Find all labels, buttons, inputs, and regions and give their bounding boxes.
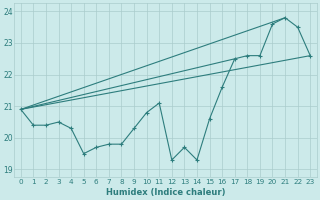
X-axis label: Humidex (Indice chaleur): Humidex (Indice chaleur)	[106, 188, 225, 197]
